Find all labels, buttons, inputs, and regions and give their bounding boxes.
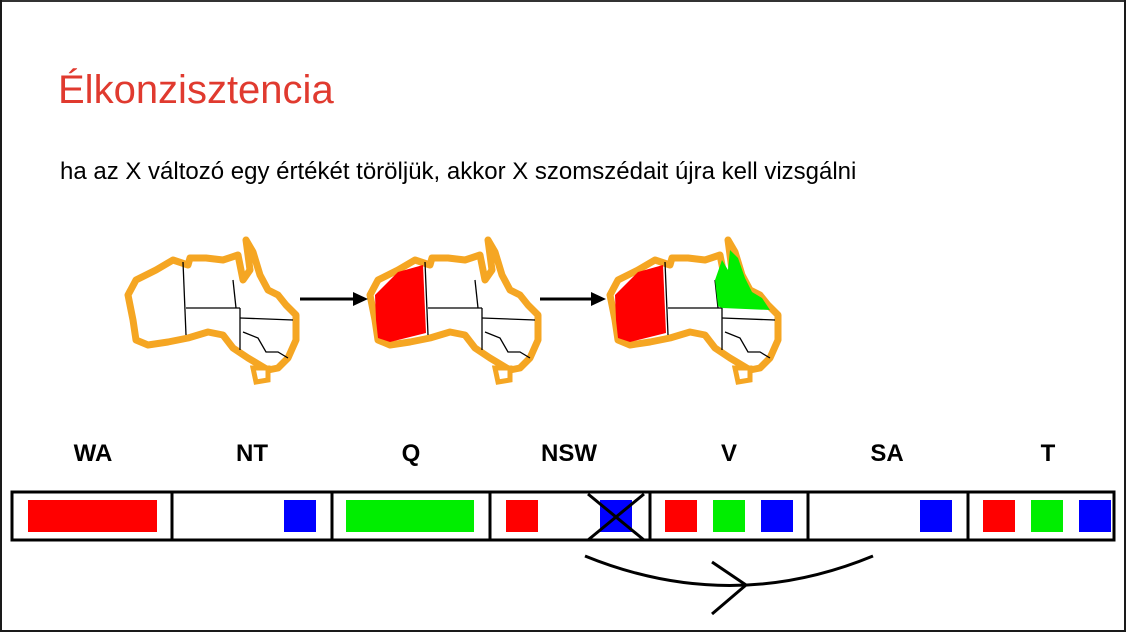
var-label-q: Q <box>401 440 421 467</box>
map-wa-red-q-green <box>610 240 778 382</box>
arrow-right-icon <box>300 292 368 306</box>
v-blue-swatch <box>761 500 793 532</box>
right-border <box>1124 0 1126 632</box>
var-label-v: V <box>720 440 737 467</box>
var-label-t: T <box>1040 440 1056 467</box>
slide-subtitle: ha az X változó egy értékét töröljük, ak… <box>60 158 857 185</box>
var-label-nsw: NSW <box>541 440 597 467</box>
map-wa-red <box>370 240 538 382</box>
sa-blue-swatch <box>920 500 952 532</box>
t-green-swatch <box>1031 500 1063 532</box>
wa-red-swatch <box>28 500 157 532</box>
cross-out-icon <box>587 492 645 542</box>
t-red-swatch <box>983 500 1015 532</box>
top-border <box>0 0 1126 2</box>
slide-title: Élkonzisztencia <box>58 68 334 112</box>
q-green-swatch <box>346 500 474 532</box>
arrow-right-icon <box>540 292 606 306</box>
nsw-red-swatch <box>506 500 538 532</box>
curved-arc-arrow-icon <box>584 554 874 616</box>
domain-row <box>10 490 1116 542</box>
bottom-border <box>0 630 1126 632</box>
var-label-wa: WA <box>73 440 113 467</box>
nt-blue-swatch <box>284 500 316 532</box>
var-label-sa: SA <box>870 440 904 467</box>
t-blue-swatch <box>1079 500 1111 532</box>
var-label-nt: NT <box>236 440 268 467</box>
left-border <box>0 0 2 632</box>
v-green-swatch <box>713 500 745 532</box>
v-red-swatch <box>665 500 697 532</box>
map-initial <box>128 240 296 382</box>
